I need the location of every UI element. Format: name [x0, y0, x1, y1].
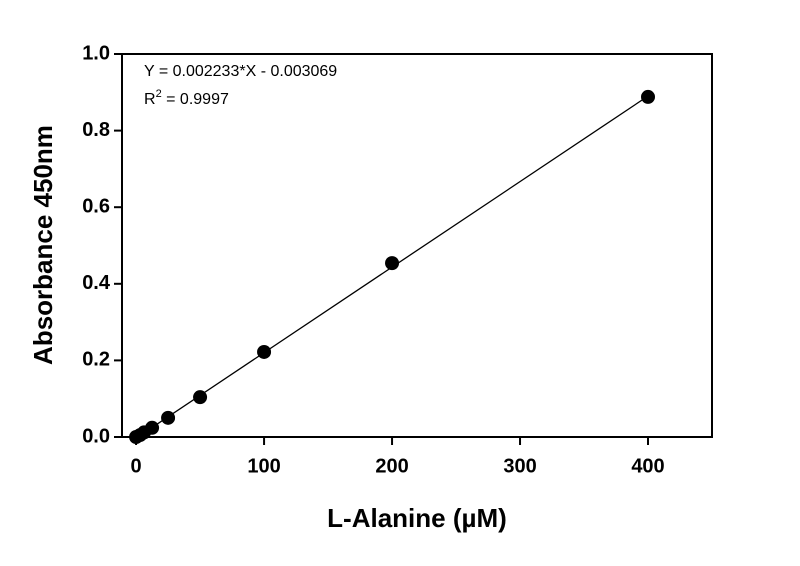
data-point: [193, 390, 208, 405]
data-point: [641, 89, 656, 104]
y-tick-label: 0.2: [82, 349, 110, 371]
y-axis-title: Absorbance 450nm: [28, 125, 58, 365]
r-squared: R2 = 0.9997: [144, 88, 229, 108]
data-point: [257, 344, 272, 359]
x-axis-title: L-Alanine (µM): [327, 503, 507, 533]
r-squared-value: = 0.9997: [162, 91, 229, 108]
plot-frame: [121, 53, 713, 438]
data-point: [385, 256, 400, 271]
r-squared-sup: 2: [156, 88, 162, 100]
r-squared-base: R: [144, 91, 156, 108]
x-tick-label: 400: [631, 455, 664, 477]
y-tick-label: 0.6: [82, 195, 110, 217]
y-tick-label: 0.8: [82, 119, 110, 141]
x-tick-label: 200: [375, 455, 408, 477]
data-point: [161, 410, 176, 425]
equation: Y = 0.002233*X - 0.003069: [144, 63, 337, 80]
y-tick-label: 0.4: [82, 272, 111, 294]
y-tick-label: 0.0: [82, 425, 110, 447]
x-tick-label: 300: [503, 455, 536, 477]
x-tick-label: 100: [247, 455, 280, 477]
data-point: [145, 420, 160, 435]
x-tick-label: 0: [131, 455, 142, 477]
y-tick-label: 1.0: [82, 42, 110, 64]
